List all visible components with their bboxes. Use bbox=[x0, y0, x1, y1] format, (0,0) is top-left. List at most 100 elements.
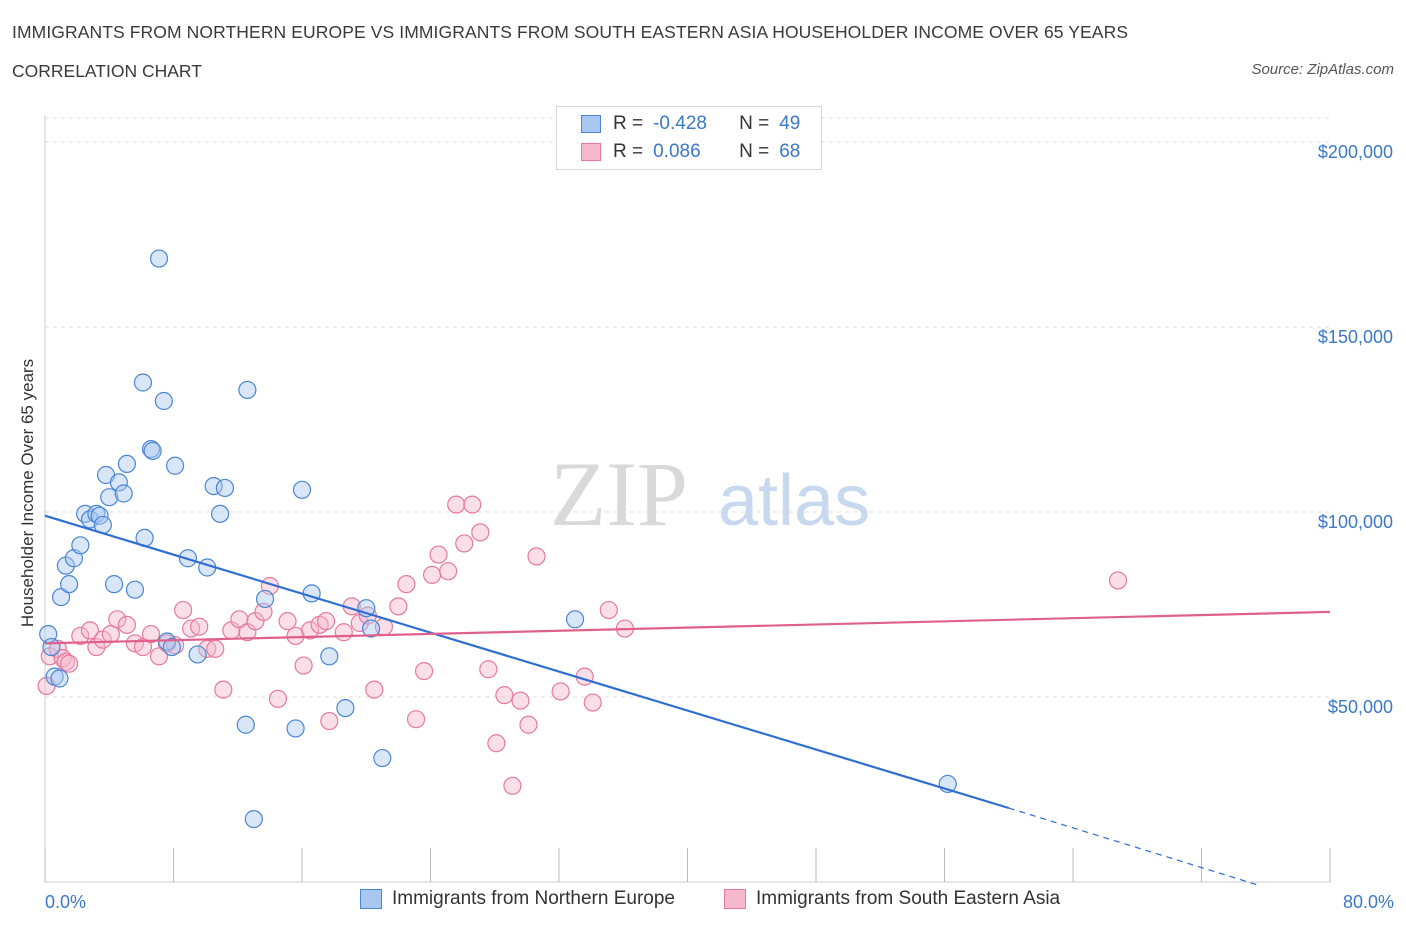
legend-item-south-eastern-asia[interactable]: Immigrants from South Eastern Asia bbox=[724, 888, 1060, 910]
y-tick-label: $100,000 bbox=[1318, 512, 1393, 532]
data-point bbox=[583, 693, 602, 712]
data-point bbox=[423, 565, 442, 585]
x-tick-min: 0.0% bbox=[45, 892, 86, 912]
data-point bbox=[51, 587, 71, 607]
data-point bbox=[162, 637, 181, 657]
legend-swatch-pink bbox=[724, 889, 746, 909]
data-point bbox=[316, 612, 336, 631]
n-value: 68 bbox=[779, 141, 801, 162]
data-point bbox=[373, 748, 392, 768]
y-tick-labels: $50,000 $100,000 $150,000 $200,000 bbox=[1318, 142, 1393, 717]
data-point bbox=[527, 547, 546, 566]
n-value: 49 bbox=[779, 113, 801, 134]
data-point bbox=[503, 776, 522, 795]
legend-label: Immigrants from South Eastern Asia bbox=[756, 888, 1061, 909]
x-tick-max: 80.0% bbox=[1343, 892, 1394, 912]
r-label: R = bbox=[613, 141, 644, 162]
data-point bbox=[336, 698, 355, 718]
data-point bbox=[447, 495, 466, 514]
data-point bbox=[414, 661, 434, 681]
data-point bbox=[109, 473, 128, 492]
stats-row-northern-europe: R = -0.428 N = 49 bbox=[557, 111, 800, 137]
y-tick-label: $50,000 bbox=[1328, 697, 1393, 717]
data-point bbox=[188, 645, 207, 664]
data-point bbox=[117, 454, 137, 473]
trend-line-northern-europe-extrapolated bbox=[1008, 807, 1258, 886]
watermark-zip: ZIP bbox=[550, 443, 688, 545]
data-point bbox=[133, 637, 153, 657]
data-point bbox=[255, 589, 275, 609]
data-point bbox=[117, 615, 137, 634]
legend-swatch-blue bbox=[581, 115, 601, 133]
stats-legend: R = -0.428 N = 49 R = 0.086 N = 68 bbox=[556, 106, 822, 170]
data-point bbox=[320, 647, 339, 666]
y-tick-label: $150,000 bbox=[1318, 327, 1393, 347]
data-point bbox=[292, 480, 312, 499]
data-point bbox=[42, 637, 61, 657]
data-point bbox=[406, 710, 426, 729]
source-label: Source: ZipAtlas.com bbox=[1251, 61, 1394, 78]
data-point bbox=[365, 680, 384, 699]
data-point bbox=[174, 600, 193, 620]
trend-lines bbox=[44, 514, 1331, 886]
data-point bbox=[48, 639, 67, 659]
data-point bbox=[397, 575, 416, 594]
data-point bbox=[551, 682, 570, 701]
data-point bbox=[141, 624, 161, 644]
legend-label: Immigrants from Northern Europe bbox=[392, 888, 675, 909]
data-point bbox=[334, 623, 353, 642]
r-label: R = bbox=[613, 113, 644, 134]
data-point bbox=[230, 610, 249, 629]
y-tick-label: $200,000 bbox=[1318, 142, 1393, 162]
data-point bbox=[294, 656, 313, 675]
data-point bbox=[439, 562, 458, 581]
trend-line-south-eastern-asia bbox=[44, 610, 1331, 645]
data-point bbox=[1108, 571, 1128, 590]
data-point bbox=[487, 734, 506, 753]
data-point bbox=[236, 715, 255, 734]
data-point bbox=[71, 536, 90, 555]
data-point bbox=[56, 652, 75, 671]
data-point bbox=[268, 689, 288, 708]
data-point bbox=[214, 680, 233, 699]
data-point bbox=[104, 575, 124, 594]
data-point bbox=[87, 504, 106, 523]
r-value: 0.086 bbox=[653, 141, 701, 162]
data-point bbox=[511, 691, 530, 710]
data-point bbox=[100, 488, 119, 507]
y-axis-label: Householder Income Over 65 years bbox=[18, 359, 37, 627]
data-point bbox=[361, 619, 381, 638]
r-value: -0.428 bbox=[653, 113, 707, 134]
grid-lines bbox=[45, 117, 1330, 698]
data-point bbox=[429, 545, 448, 564]
watermark: ZIP atlas bbox=[550, 443, 870, 545]
data-point bbox=[238, 380, 257, 399]
data-point bbox=[519, 715, 538, 734]
legend-item-northern-europe[interactable]: Immigrants from Northern Europe bbox=[360, 888, 675, 910]
data-point bbox=[114, 484, 133, 503]
data-point bbox=[300, 621, 320, 640]
data-point bbox=[125, 580, 145, 599]
data-point bbox=[599, 600, 618, 620]
data-point bbox=[59, 575, 79, 594]
data-point bbox=[479, 660, 498, 679]
data-point bbox=[210, 504, 230, 523]
data-point bbox=[320, 711, 339, 731]
data-point bbox=[190, 617, 209, 636]
data-point bbox=[50, 669, 69, 688]
data-point bbox=[206, 639, 225, 659]
series-northern-europe bbox=[39, 249, 957, 829]
n-label: N = bbox=[739, 141, 770, 162]
data-point bbox=[389, 597, 408, 616]
data-point bbox=[71, 626, 90, 646]
data-point bbox=[495, 686, 514, 705]
legend-swatch-pink bbox=[581, 143, 601, 161]
axes bbox=[44, 115, 1331, 883]
data-point bbox=[215, 478, 234, 498]
trend-line-northern-europe bbox=[44, 514, 1010, 810]
series-legend: Immigrants from Northern Europe Immigran… bbox=[0, 888, 1406, 916]
chart-subtitle: CORRELATION CHART bbox=[12, 61, 202, 81]
data-point bbox=[565, 610, 585, 629]
data-point bbox=[133, 373, 153, 392]
legend-swatch-blue bbox=[360, 889, 382, 909]
